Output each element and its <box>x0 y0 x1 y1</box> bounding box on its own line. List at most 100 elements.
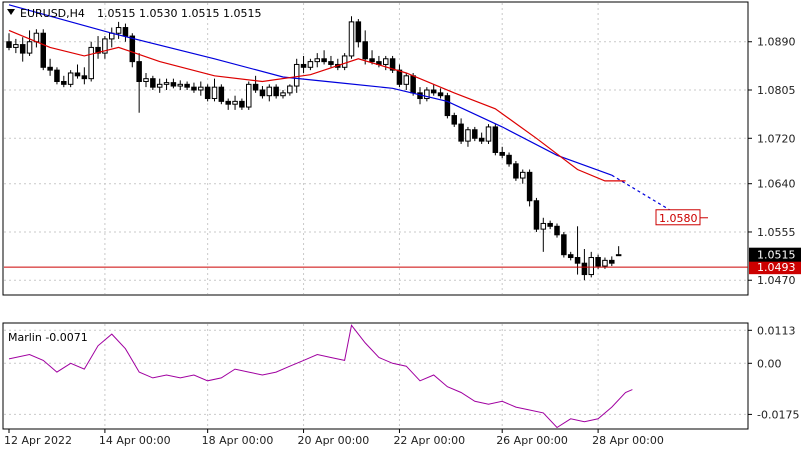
support-level-label: 1.0493 <box>757 261 796 274</box>
candle-body <box>102 38 108 54</box>
indicator-tick-label: -0.0175 <box>757 408 799 421</box>
candle-body <box>328 61 334 65</box>
marlin-oscillator <box>8 324 633 429</box>
candle-body <box>246 83 252 108</box>
candle-body <box>150 78 156 88</box>
candle-body <box>198 86 204 91</box>
time-tick-label: 12 Apr 2022 <box>4 434 72 447</box>
candle-body <box>204 86 211 100</box>
candle-body <box>40 32 46 68</box>
candle-body <box>266 86 273 97</box>
candle-body <box>424 89 430 100</box>
candle-body <box>615 254 622 257</box>
candle-body <box>602 259 608 267</box>
price-tick-label: 1.0555 <box>757 226 796 239</box>
candle-body <box>520 171 526 179</box>
ma-fast-line <box>8 29 626 182</box>
candle-body <box>61 80 67 85</box>
candle-body <box>170 82 177 87</box>
candle-body <box>437 92 444 97</box>
indicator-tick-label: 0.0113 <box>757 324 796 337</box>
candle-body <box>547 222 553 227</box>
indicator-axis: 0.0113 0.00 -0.0175 <box>748 324 799 421</box>
candle-body <box>465 129 471 142</box>
candle-body <box>143 78 149 82</box>
candle-body <box>163 82 170 85</box>
time-tick-label: 22 Apr 00:00 <box>393 434 465 447</box>
candle-body <box>410 75 416 94</box>
indicator-label: Marlin -0.0071 <box>8 331 88 344</box>
candle-body <box>67 72 74 85</box>
candle-body <box>26 41 33 54</box>
candle-body <box>513 163 519 179</box>
candle-body <box>74 72 81 77</box>
candle-body <box>115 27 122 34</box>
time-tick-label: 20 Apr 00:00 <box>298 434 370 447</box>
time-tick-label: 14 Apr 00:00 <box>99 434 171 447</box>
candle-body <box>13 44 19 48</box>
candle-body <box>341 55 348 68</box>
candle-body <box>136 61 142 82</box>
marlin-line <box>8 324 633 429</box>
candle-body <box>430 89 437 94</box>
candle-body <box>259 89 266 97</box>
price-tick-label: 1.0720 <box>757 132 796 145</box>
main-pane[interactable] <box>2 1 749 296</box>
support-level-badge <box>749 260 801 275</box>
candle-body <box>184 83 190 88</box>
candle-body <box>6 41 12 48</box>
candle-body <box>177 83 183 87</box>
candle-body <box>389 58 396 71</box>
candle-body <box>478 137 485 142</box>
ma-slow-line <box>8 4 613 176</box>
candle-body <box>581 262 588 276</box>
candle-body <box>232 100 238 105</box>
time-tick-label: 26 Apr 00:00 <box>496 434 568 447</box>
candle-body <box>129 35 136 63</box>
candle-body <box>81 75 88 80</box>
candle-body <box>300 63 307 68</box>
candle-body <box>225 100 231 105</box>
time-tick-label: 18 Apr 00:00 <box>202 434 274 447</box>
candles <box>6 16 622 281</box>
candle-body <box>595 257 601 267</box>
candle-body <box>211 86 218 100</box>
price-tick-label: 1.0470 <box>757 274 796 287</box>
price-tick-label: 1.0640 <box>757 178 796 191</box>
moving-averages <box>8 4 674 213</box>
candle-body <box>321 58 327 63</box>
candle-body <box>280 92 286 97</box>
current-price-badge <box>749 247 801 262</box>
ohlc-values: 1.0515 1.0530 1.0515 1.0515 <box>97 7 261 20</box>
candle-body <box>533 200 540 230</box>
candle-body <box>506 154 512 165</box>
candle-body <box>485 126 492 142</box>
candle-body <box>19 44 26 54</box>
collapse-triangle-icon[interactable] <box>7 9 15 15</box>
candle-body <box>588 257 594 276</box>
candle-body <box>239 100 245 108</box>
candle-body <box>122 27 129 37</box>
candle-body <box>383 58 389 65</box>
indicator-tick-label: 0.00 <box>757 357 782 370</box>
candle-body <box>362 41 368 60</box>
candle-body <box>191 86 197 91</box>
candle-body <box>472 129 478 139</box>
price-axis: 1.0890 1.0805 1.0720 1.0640 1.0555 1.0470 <box>748 36 796 287</box>
candle-body <box>88 46 94 80</box>
candle-body <box>526 171 533 202</box>
candle-body <box>492 126 499 153</box>
candle-body <box>293 63 300 87</box>
candle-body <box>396 69 403 85</box>
price-tick-label: 1.0890 <box>757 36 796 49</box>
candle-body <box>554 225 560 236</box>
target-level-label: 1.0580 <box>659 212 698 225</box>
candle-body <box>252 83 259 91</box>
time-axis: 12 Apr 2022 14 Apr 00:00 18 Apr 00:00 20 Ap… <box>4 429 664 447</box>
candle-body <box>609 259 615 264</box>
candle-body <box>451 115 457 125</box>
indicator-pane[interactable] <box>2 322 749 430</box>
candle-body <box>287 85 293 94</box>
